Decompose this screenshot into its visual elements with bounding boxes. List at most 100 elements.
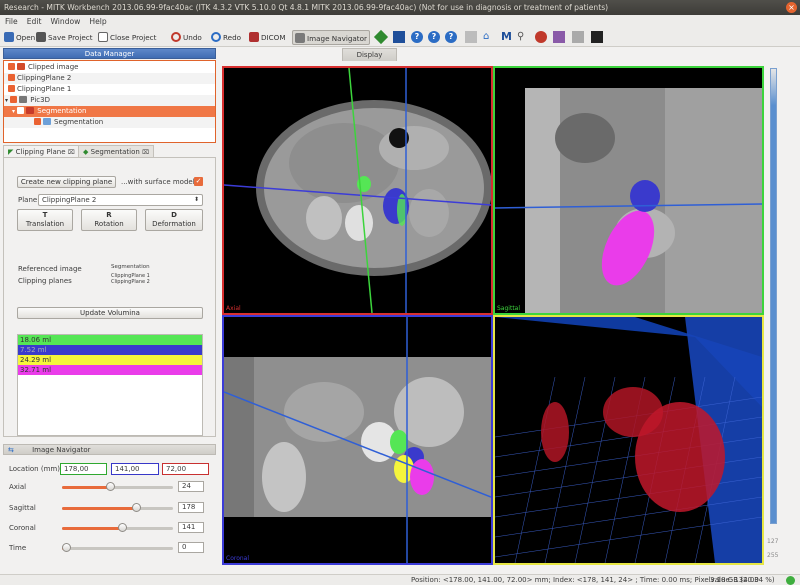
sagittal-view-label: Sagittal xyxy=(497,305,521,312)
help-icon-2[interactable]: ? xyxy=(428,31,440,43)
image-navigator-button[interactable]: Image Navigator xyxy=(292,30,370,45)
coronal-spinbox[interactable]: 141 xyxy=(178,522,204,533)
sagittal-image xyxy=(495,88,762,313)
m-tool-icon[interactable]: M xyxy=(501,30,512,43)
location-z-input[interactable]: 72,00 xyxy=(162,463,209,475)
update-volumina-button[interactable]: Update Volumina xyxy=(17,307,203,319)
axial-view-label: Axial xyxy=(226,305,241,312)
surface-model-label: ...with surface model xyxy=(121,178,195,186)
segmentation-tab-icon: ◆ xyxy=(83,148,89,156)
expand-icon[interactable]: ▾ xyxy=(12,108,16,115)
magnifier-icon[interactable]: ⚲ xyxy=(517,31,525,42)
memory-status: 3.18 GB (20.34 %) xyxy=(710,576,775,584)
location-x-input[interactable]: 178,00 xyxy=(60,463,107,475)
chart-tool-icon[interactable] xyxy=(553,31,565,43)
3d-view[interactable] xyxy=(493,315,764,565)
image-icon xyxy=(17,63,25,70)
deformation-button[interactable]: D Deformation xyxy=(145,209,203,231)
axial-label: Axial xyxy=(9,483,27,491)
sagittal-spinbox[interactable]: 178 xyxy=(178,502,204,513)
volume-tool-icon[interactable] xyxy=(393,31,405,43)
visibility-checkbox[interactable] xyxy=(8,74,15,81)
navigator-header-icon: ⇆ xyxy=(8,446,14,454)
level-window-bar[interactable] xyxy=(767,66,780,526)
time-spinbox[interactable]: 0 xyxy=(178,542,204,553)
visibility-checkbox[interactable] xyxy=(10,96,18,103)
rotation-button[interactable]: R Rotation xyxy=(81,209,137,231)
3d-render xyxy=(495,317,762,563)
close-project-icon xyxy=(98,32,108,42)
plane-select[interactable]: ClippingPlane 2 ⬍ xyxy=(38,194,203,206)
undo-button[interactable]: Undo xyxy=(171,30,202,45)
tab-segmentation[interactable]: ◆ Segmentation ⌧ xyxy=(78,145,154,157)
time-slider[interactable] xyxy=(62,543,173,552)
slider-handle[interactable] xyxy=(106,482,115,491)
help-icon-3[interactable]: ? xyxy=(445,31,457,43)
translation-button[interactable]: T Translation xyxy=(17,209,73,231)
help-icon[interactable]: ? xyxy=(411,31,423,43)
tree-item[interactable]: Clipped image xyxy=(4,62,215,73)
tree-item-selected[interactable]: ▾ Segmentation xyxy=(4,106,215,117)
save-project-button[interactable]: Save Project xyxy=(36,30,93,45)
fiber-tool-icon[interactable] xyxy=(535,31,547,43)
plugin-tabs: ◤ Clipping Plane ⌧ ◆ Segmentation ⌧ xyxy=(3,145,216,157)
visibility-checkbox[interactable] xyxy=(17,107,25,114)
create-clipping-plane-button[interactable]: Create new clipping plane xyxy=(17,176,116,188)
menu-help[interactable]: Help xyxy=(89,17,107,26)
plane-label: Plane xyxy=(18,196,38,204)
referenced-image-value: Segmentation xyxy=(111,264,150,270)
menu-file[interactable]: File xyxy=(5,17,18,26)
axial-spinbox[interactable]: 24 xyxy=(178,481,204,492)
tab-close-icon[interactable]: ⌧ xyxy=(142,149,149,156)
visibility-checkbox[interactable] xyxy=(8,63,15,70)
coronal-image xyxy=(224,317,491,563)
close-window-icon[interactable]: × xyxy=(786,2,797,13)
dicom-button[interactable]: DICOM xyxy=(249,30,286,45)
image-navigator-panel: ⇆ Image Navigator xyxy=(3,444,216,562)
tree-item[interactable]: ▾ Pic3D xyxy=(4,95,215,106)
histogram-tool-icon[interactable] xyxy=(572,31,584,43)
display-tab[interactable]: Display xyxy=(342,48,397,61)
close-project-button[interactable]: Close Project xyxy=(98,30,156,45)
surface-icon xyxy=(43,118,51,125)
window-title: Research - MITK Workbench 2013.06.99-9fa… xyxy=(4,3,609,12)
axial-view[interactable]: Axial xyxy=(222,66,493,315)
sagittal-view[interactable]: Sagittal xyxy=(493,66,764,315)
menu-window[interactable]: Window xyxy=(50,17,81,26)
coronal-slider[interactable] xyxy=(62,523,173,532)
redo-button[interactable]: Redo xyxy=(211,30,241,45)
tree-item[interactable]: Segmentation xyxy=(4,117,215,128)
volume-item: 24.29 ml xyxy=(18,355,202,365)
clipping-planes-value-2: ClippingPlane 2 xyxy=(111,279,150,285)
tree-item[interactable]: ClippingPlane 1 xyxy=(4,84,215,95)
clipping-icon: ◤ xyxy=(8,148,14,156)
sagittal-slider[interactable] xyxy=(62,503,173,512)
coronal-view-label: Coronal xyxy=(226,555,250,562)
coronal-view[interactable]: Coronal xyxy=(222,315,493,565)
slider-handle[interactable] xyxy=(132,503,141,512)
volume-item: 7.52 ml xyxy=(18,345,202,355)
level-window-slider[interactable] xyxy=(770,68,777,524)
level-value: 127 xyxy=(767,538,779,545)
redo-icon xyxy=(211,32,221,42)
tab-clipping-plane[interactable]: ◤ Clipping Plane ⌧ xyxy=(3,145,80,157)
location-y-input[interactable]: 141,00 xyxy=(111,463,159,475)
screenshot-tool-icon[interactable] xyxy=(591,31,603,43)
axial-slider[interactable] xyxy=(62,482,173,491)
slider-handle[interactable] xyxy=(118,523,127,532)
referenced-image-label: Referenced image xyxy=(18,265,82,273)
visibility-checkbox[interactable] xyxy=(8,85,15,92)
menu-edit[interactable]: Edit xyxy=(26,17,42,26)
data-manager-tree[interactable]: Clipped image ClippingPlane 2 ClippingPl… xyxy=(3,60,216,143)
measurement-icon[interactable]: ⌂ xyxy=(483,31,490,42)
tree-item[interactable]: ClippingPlane 2 xyxy=(4,73,215,84)
visibility-checkbox[interactable] xyxy=(34,118,41,125)
expand-icon[interactable]: ▾ xyxy=(5,97,9,104)
tab-close-icon[interactable]: ⌧ xyxy=(67,149,75,156)
blank-tool-icon[interactable] xyxy=(465,31,477,43)
clipping-planes-label: Clipping planes xyxy=(18,277,72,285)
open-button[interactable]: Open xyxy=(4,30,35,45)
data-manager-title: Data Manager xyxy=(84,50,135,58)
surface-model-checkbox[interactable]: ✓ xyxy=(194,177,203,186)
slider-handle[interactable] xyxy=(62,543,71,552)
